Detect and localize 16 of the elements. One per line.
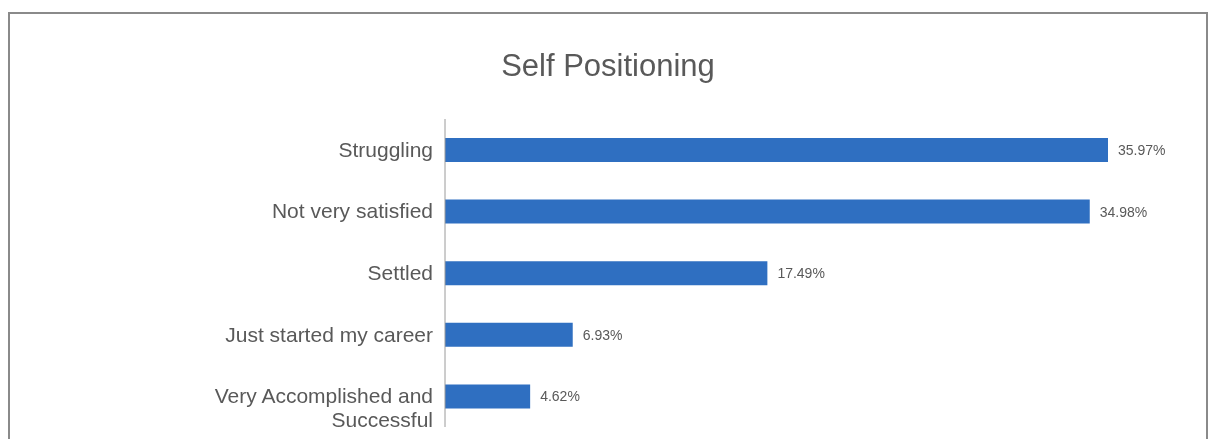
data-label: 6.93% [582, 326, 623, 343]
y-tick-label: Settled [367, 261, 433, 284]
data-label: 4.62% [540, 388, 580, 405]
chart-title: Self Positioning [500, 48, 716, 84]
bar [445, 199, 1090, 224]
y-tick-label: Not very satisfied [271, 199, 433, 223]
data-label: 35.97% [1118, 141, 1166, 158]
y-tick-label: Just started my career [225, 322, 434, 346]
bar [445, 261, 768, 286]
data-label: 17.49% [777, 265, 825, 282]
y-tick-label: Very Accomplished and Successful [214, 384, 433, 432]
y-tick-label: Struggling [338, 137, 433, 161]
bar [445, 384, 531, 409]
bar [445, 138, 1108, 162]
data-label: 34.98% [1099, 203, 1148, 220]
bar [445, 322, 573, 347]
